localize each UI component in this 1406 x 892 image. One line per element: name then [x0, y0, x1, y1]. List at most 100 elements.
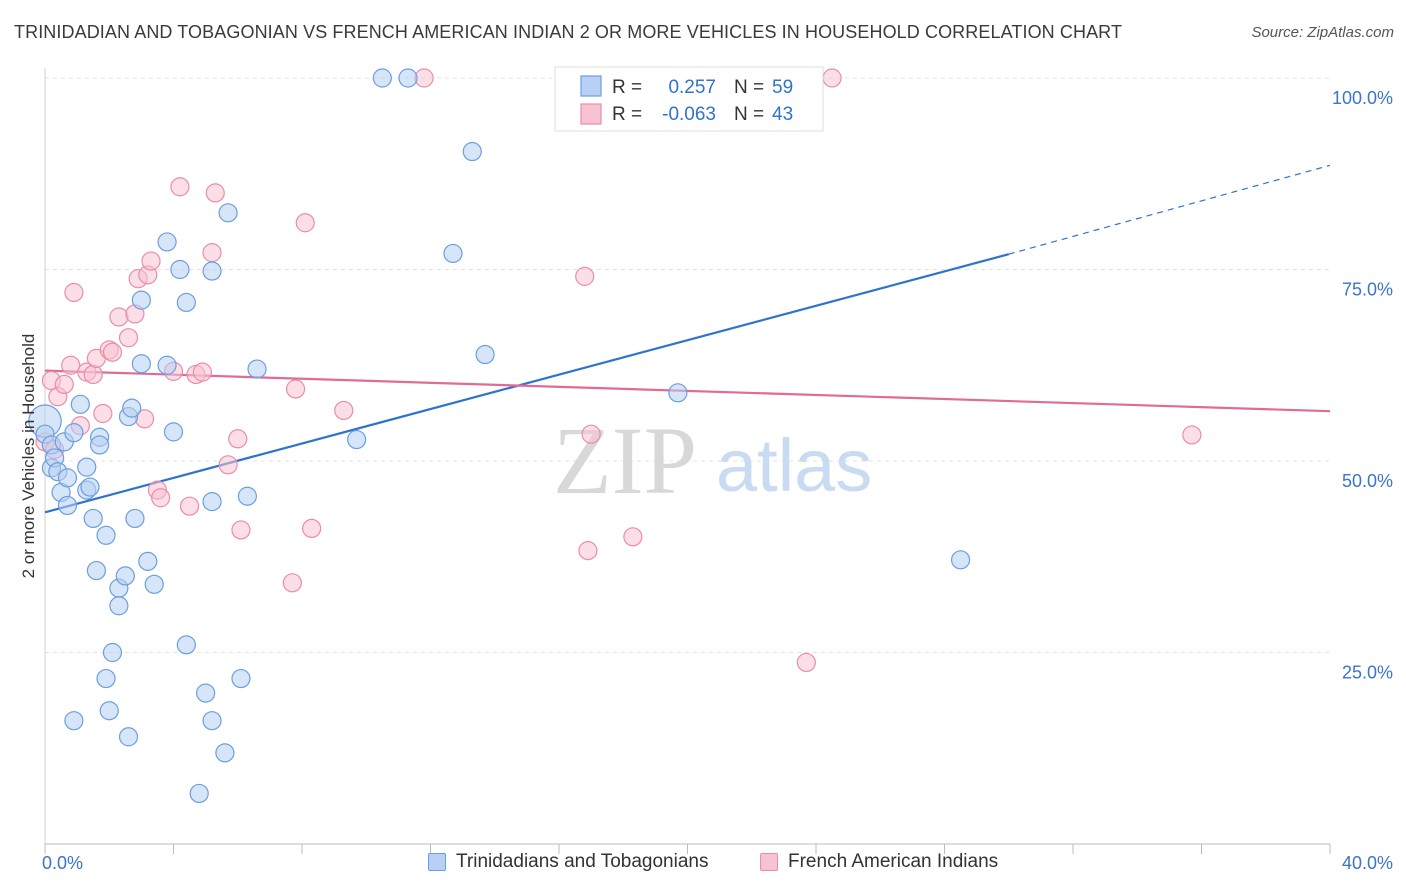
axes — [44, 68, 1331, 854]
point-french-american-indians — [295, 213, 315, 233]
series-legend: Trinidadians and Tobagonians French Amer… — [0, 851, 1406, 877]
legend-swatch-french-american-indians — [760, 853, 778, 871]
point-french-american-indians — [228, 429, 248, 449]
point-trinidadians — [144, 574, 164, 594]
y-axis-label: 2 or more Vehicles in Household — [19, 334, 38, 579]
point-french-american-indians — [141, 251, 161, 271]
point-french-american-indians — [822, 68, 842, 88]
y-tick-labels: 25.0% 50.0% 75.0% 100.0% — [1332, 88, 1393, 683]
point-trinidadians — [86, 560, 107, 581]
point-french-american-indians — [179, 496, 200, 516]
point-trinidadians — [57, 495, 78, 516]
point-trinidadians — [96, 668, 116, 689]
point-trinidadians — [99, 701, 119, 721]
point-trinidadians — [96, 525, 116, 545]
point-french-american-indians — [205, 183, 225, 203]
point-french-american-indians — [83, 364, 103, 385]
point-trinidadians — [231, 668, 251, 689]
point-trinidadians — [131, 290, 151, 310]
point-french-american-indians — [575, 266, 595, 286]
legend-swatch-blue — [580, 75, 602, 97]
point-french-american-indians — [93, 403, 113, 424]
point-trinidadians — [443, 243, 463, 264]
point-french-american-indians — [170, 177, 190, 197]
point-trinidadians — [80, 477, 100, 497]
legend-n-value-pink: 43 — [772, 104, 793, 125]
point-trinidadians — [215, 743, 235, 763]
point-trinidadians — [122, 398, 142, 418]
legend-r-label-blue: R = — [612, 77, 642, 98]
legend-n-value-blue: 59 — [772, 77, 793, 98]
point-trinidadians — [64, 711, 84, 731]
point-trinidadians — [118, 727, 139, 747]
point-french-american-indians — [118, 328, 139, 348]
point-french-american-indians — [109, 307, 129, 327]
legend-item-french-american-indians: French American Indians — [760, 851, 998, 873]
point-trinidadians — [237, 486, 257, 506]
point-trinidadians — [372, 68, 392, 88]
point-trinidadians — [176, 292, 196, 313]
y-tick-label: 75.0% — [1342, 280, 1393, 300]
point-french-american-indians — [192, 362, 213, 382]
watermark-atlas: atlas — [716, 424, 872, 507]
point-trinidadians — [70, 394, 90, 414]
legend-r-value-blue: 0.257 — [668, 77, 716, 98]
gridlines — [45, 77, 1330, 653]
point-trinidadians — [138, 551, 158, 571]
point-trinidadians — [202, 261, 222, 281]
point-trinidadians — [202, 491, 222, 512]
watermark: ZIP atlas — [553, 407, 872, 514]
chart-title: TRINIDADIAN AND TOBAGONIAN VS FRENCH AME… — [14, 22, 1123, 42]
correlation-legend: R = 0.257 N = 59 R = -0.063 N = 43 — [554, 66, 824, 132]
legend-item-trinidadians: Trinidadians and Tobagonians — [428, 851, 708, 873]
point-french-american-indians — [102, 342, 123, 362]
point-trinidadians — [170, 259, 190, 280]
legend-swatch-trinidadians — [428, 853, 446, 871]
point-french-american-indians — [581, 424, 601, 444]
point-trinidadians — [247, 359, 267, 379]
point-trinidadians — [475, 344, 495, 365]
point-french-american-indians — [1182, 425, 1202, 445]
y-tick-label: 50.0% — [1342, 471, 1393, 491]
point-french-american-indians — [796, 652, 816, 673]
point-french-american-indians — [285, 379, 306, 399]
legend-n-label-pink: N = — [734, 104, 764, 125]
trend-line-trinidadians — [44, 253, 1010, 514]
point-trinidadians — [196, 683, 216, 703]
point-french-american-indians — [334, 400, 354, 421]
point-trinidadians — [102, 642, 123, 663]
point-french-american-indians — [64, 282, 84, 303]
point-trinidadians — [950, 550, 971, 570]
point-trinidadians — [189, 783, 209, 804]
point-trinidadians — [202, 711, 222, 731]
trend-line-trinidadians-extension — [1008, 164, 1331, 255]
point-trinidadians — [668, 383, 688, 403]
point-trinidadians — [176, 635, 196, 655]
watermark-zip: ZIP — [553, 407, 697, 514]
point-french-american-indians — [151, 488, 171, 508]
point-french-american-indians — [218, 455, 238, 475]
point-trinidadians — [157, 232, 177, 252]
point-trinidadians — [109, 596, 129, 616]
y-tick-label: 100.0% — [1332, 88, 1393, 108]
point-french-american-indians — [61, 355, 81, 375]
point-trinidadians — [125, 508, 145, 529]
point-french-american-indians — [54, 374, 74, 394]
point-french-american-indians — [202, 243, 222, 263]
point-trinidadians — [77, 457, 97, 477]
point-french-american-indians — [231, 520, 251, 540]
legend-label-trinidadians: Trinidadians and Tobagonians — [456, 851, 709, 872]
point-french-american-indians — [282, 573, 302, 593]
point-trinidadians — [115, 566, 135, 586]
source-credit: Source: ZipAtlas.com — [1251, 24, 1394, 41]
legend-swatch-pink — [580, 103, 602, 125]
x-tick-label-max: 40.0% — [1342, 853, 1393, 873]
point-trinidadians — [347, 429, 367, 450]
point-trinidadians — [218, 203, 238, 223]
point-trinidadians — [57, 468, 78, 488]
legend-label-french-american-indians: French American Indians — [788, 851, 999, 872]
point-trinidadians — [64, 423, 84, 443]
point-french-american-indians — [302, 518, 322, 539]
point-trinidadians — [462, 141, 482, 162]
point-french-american-indians — [414, 68, 434, 88]
